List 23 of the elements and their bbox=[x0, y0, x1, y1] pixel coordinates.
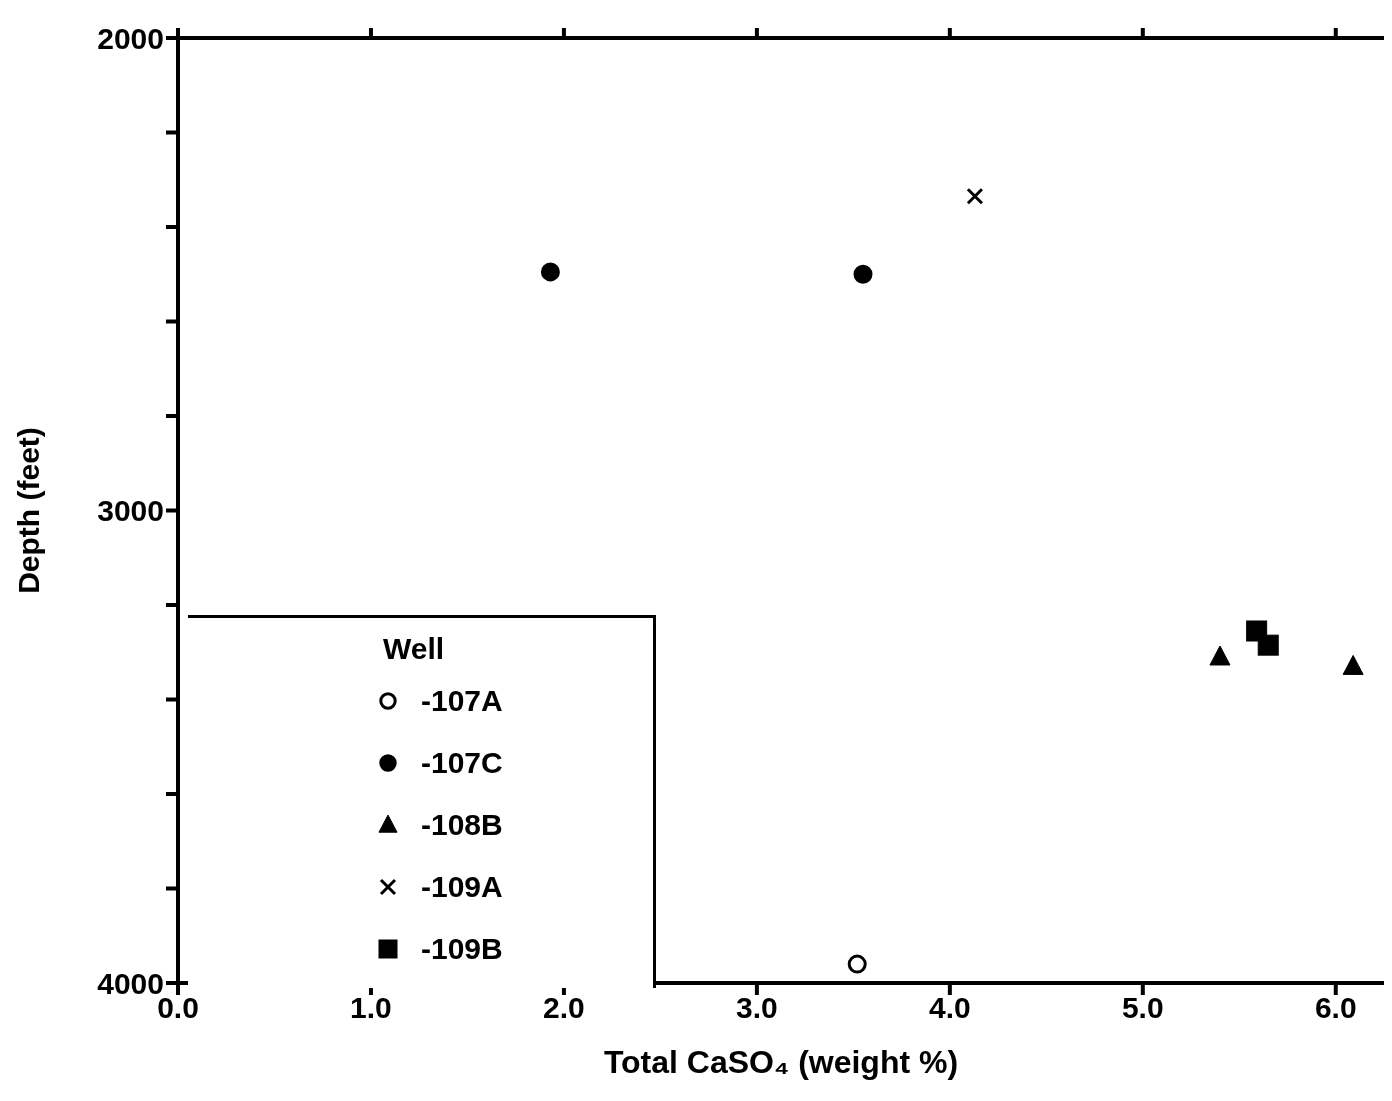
legend-label: -108B bbox=[421, 808, 503, 842]
legend-label: -109B bbox=[421, 932, 503, 966]
x-tick-label: 6.0 bbox=[1314, 991, 1357, 1025]
y-axis-title: Depth (feet) bbox=[11, 427, 45, 594]
x-tick-label: 3.0 bbox=[736, 991, 778, 1025]
x-tick-label: 1.0 bbox=[350, 991, 392, 1025]
point bbox=[847, 954, 867, 974]
y-tick-label: 3000 bbox=[97, 494, 164, 528]
point bbox=[966, 187, 984, 205]
point bbox=[1342, 654, 1364, 675]
legend-label: -107A bbox=[421, 684, 503, 718]
legend-label: -107C bbox=[421, 746, 503, 780]
legend-title: Well bbox=[383, 632, 446, 666]
point bbox=[1257, 634, 1279, 656]
x-tick-label: 5.0 bbox=[1121, 991, 1164, 1025]
x-tick-label: 4.0 bbox=[928, 991, 971, 1025]
point bbox=[1209, 645, 1231, 666]
legend-label: -109A bbox=[421, 870, 503, 904]
x-axis-title: Total CaSO₄ (weight %) bbox=[603, 1044, 959, 1080]
point bbox=[540, 262, 560, 282]
point bbox=[853, 264, 873, 284]
y-tick-label: 2000 bbox=[97, 21, 164, 55]
x-tick-label: 2.0 bbox=[543, 991, 585, 1025]
